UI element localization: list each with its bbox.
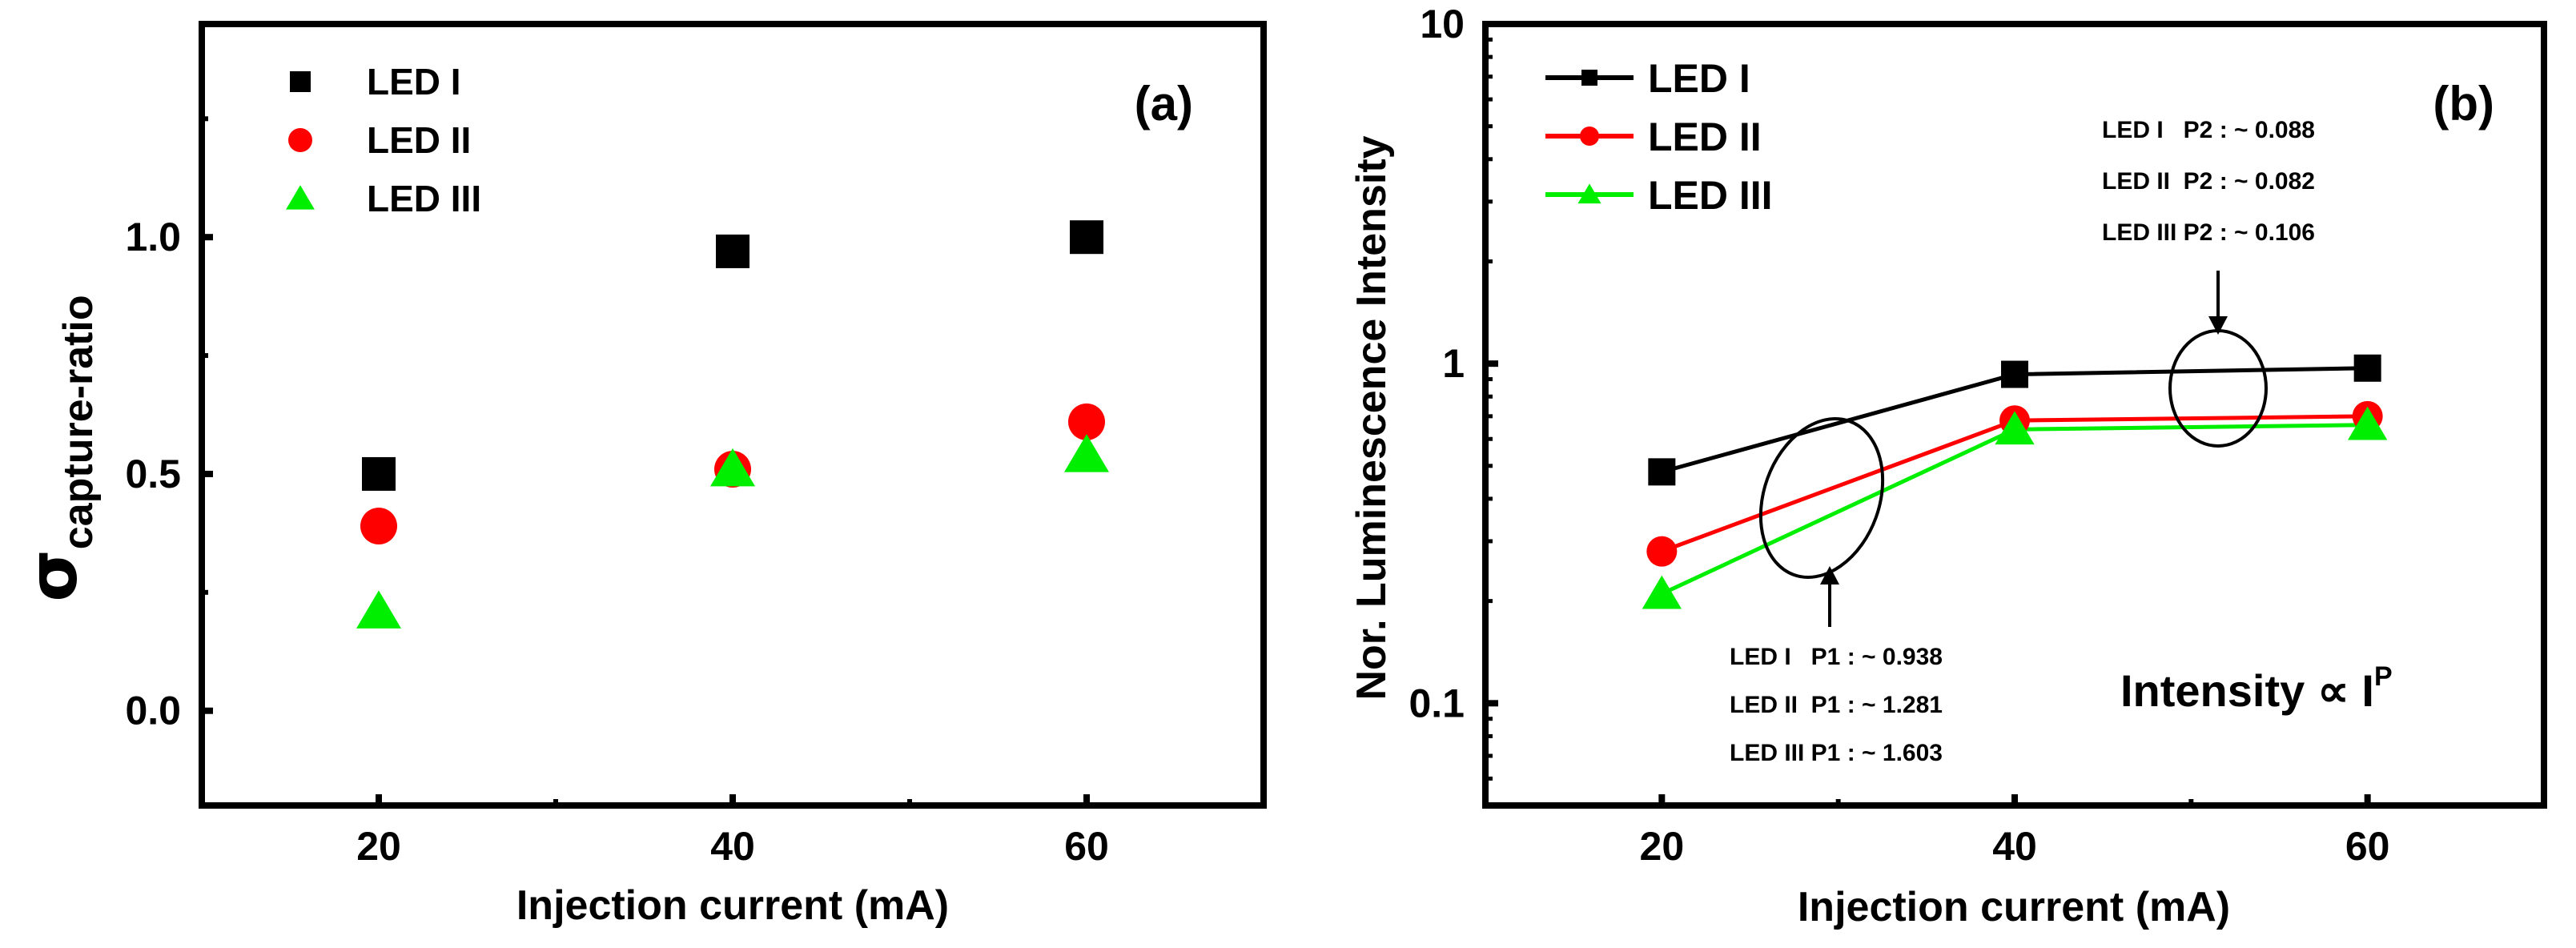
data-point-a: [1064, 434, 1109, 472]
legend-label-a: LED II: [367, 119, 471, 161]
y-tick-label-a: 0.5: [125, 452, 181, 496]
data-point-a: [362, 456, 396, 491]
legend-a: LED I LED II LED III: [286, 61, 481, 219]
ellipse-p1: [1758, 417, 1885, 579]
y-axis-title-a-sub: capture-ratio: [55, 295, 102, 549]
x-tick-label-b: 40: [1992, 824, 2037, 869]
legend-label-a: LED III: [367, 178, 481, 219]
legend-marker-a: [290, 71, 311, 92]
ticks-a: [203, 116, 1090, 804]
y-axis-title-a-main: σ: [14, 549, 92, 601]
data-point-a: [716, 234, 749, 268]
legend-label-b: LED III: [1648, 173, 1773, 218]
note-p1-led2: LED II P1 : ~ 1.281: [1730, 692, 1943, 718]
intensity-formula-sup: P: [2374, 661, 2393, 692]
arrow-p1-head: [1820, 566, 1839, 584]
panel-label-a: (a): [1135, 77, 1193, 131]
y-tick-label-a: 0.0: [125, 689, 181, 733]
tick-labels-a: 20 40 60 0.0 0.5 1.0: [125, 215, 1108, 869]
annotations-b: LED I P2 : ~ 0.088 LED II P2 : ~ 0.082 L…: [1730, 117, 2393, 766]
data-point-b: [1642, 575, 1682, 609]
y-axis-title-a: σcapture-ratio: [14, 295, 102, 601]
x-axis-title-a: Injection current (mA): [516, 882, 949, 929]
note-p2-led2: LED II P2 : ~ 0.082: [2102, 168, 2315, 195]
legend-marker-b: [1577, 183, 1601, 204]
data-point-b: [1995, 411, 2035, 445]
legend-marker-b: [1580, 127, 1599, 146]
y-tick-label-b: 0.1: [1409, 681, 1465, 725]
data-point-b: [2001, 360, 2028, 388]
arrow-p2-head: [2208, 316, 2228, 335]
legend-label-b: LED I: [1648, 56, 1750, 101]
x-axis-title-b: Injection current (mA): [1798, 884, 2230, 930]
note-p1-led3: LED III P1 : ~ 1.603: [1730, 740, 1943, 766]
plot-frame-a: [199, 21, 1267, 809]
panel-b: 20 40 60 0.1 1 10 LED I LED II LED III LED I P2…: [1348, 2, 2547, 930]
y-axis-title-b: Nor. Luminescence Intensity: [1348, 135, 1395, 700]
intensity-formula-main: Intensity ∝ I: [2120, 665, 2374, 716]
x-tick-label-a: 60: [1064, 824, 1109, 869]
tick-labels-b: 20 40 60 0.1 1 10: [1409, 2, 2389, 869]
legend-b: LED I LED II LED III: [1545, 56, 1773, 218]
data-point-b: [1648, 458, 1676, 486]
note-p2-led3: LED III P2 : ~ 0.106: [2102, 219, 2315, 246]
legend-marker-b: [1581, 70, 1597, 86]
series-line-b: [1661, 423, 2368, 596]
intensity-formula: Intensity ∝ IP: [2120, 661, 2393, 716]
data-point-a: [710, 448, 755, 487]
y-tick-label-a: 1.0: [125, 215, 181, 259]
legend-label-b: LED II: [1648, 114, 1762, 159]
plot-frame-b: [1482, 21, 2547, 809]
data-point-b: [2353, 354, 2381, 382]
x-tick-label-a: 20: [356, 824, 401, 869]
panel-a: 20 40 60 0.0 0.5 1.0 LED I LED II LED III (a) I…: [14, 21, 1267, 929]
y-tick-label-b: 1: [1442, 341, 1465, 386]
data-point-a: [1070, 220, 1103, 255]
data-point-b: [2348, 406, 2388, 440]
data-marks-a: [356, 220, 1109, 629]
legend-marker-a: [286, 185, 315, 210]
data-point-b: [1646, 536, 1678, 567]
y-tick-label-b: 10: [1420, 2, 1465, 46]
legend-label-a: LED I: [367, 61, 461, 102]
data-point-a: [356, 590, 401, 629]
note-p1-led1: LED I P1 : ~ 0.938: [1730, 644, 1943, 670]
note-p2-led1: LED I P2 : ~ 0.088: [2102, 117, 2315, 143]
ticks-b: [1487, 37, 2371, 808]
panel-label-b: (b): [2433, 77, 2494, 131]
x-tick-label-b: 60: [2345, 824, 2390, 869]
data-point-a: [360, 508, 397, 545]
data-marks-b: [1642, 354, 2388, 609]
x-tick-label-a: 40: [710, 824, 755, 869]
legend-marker-a: [288, 128, 312, 152]
data-point-a: [1068, 403, 1105, 440]
x-tick-label-b: 20: [1640, 824, 1685, 869]
